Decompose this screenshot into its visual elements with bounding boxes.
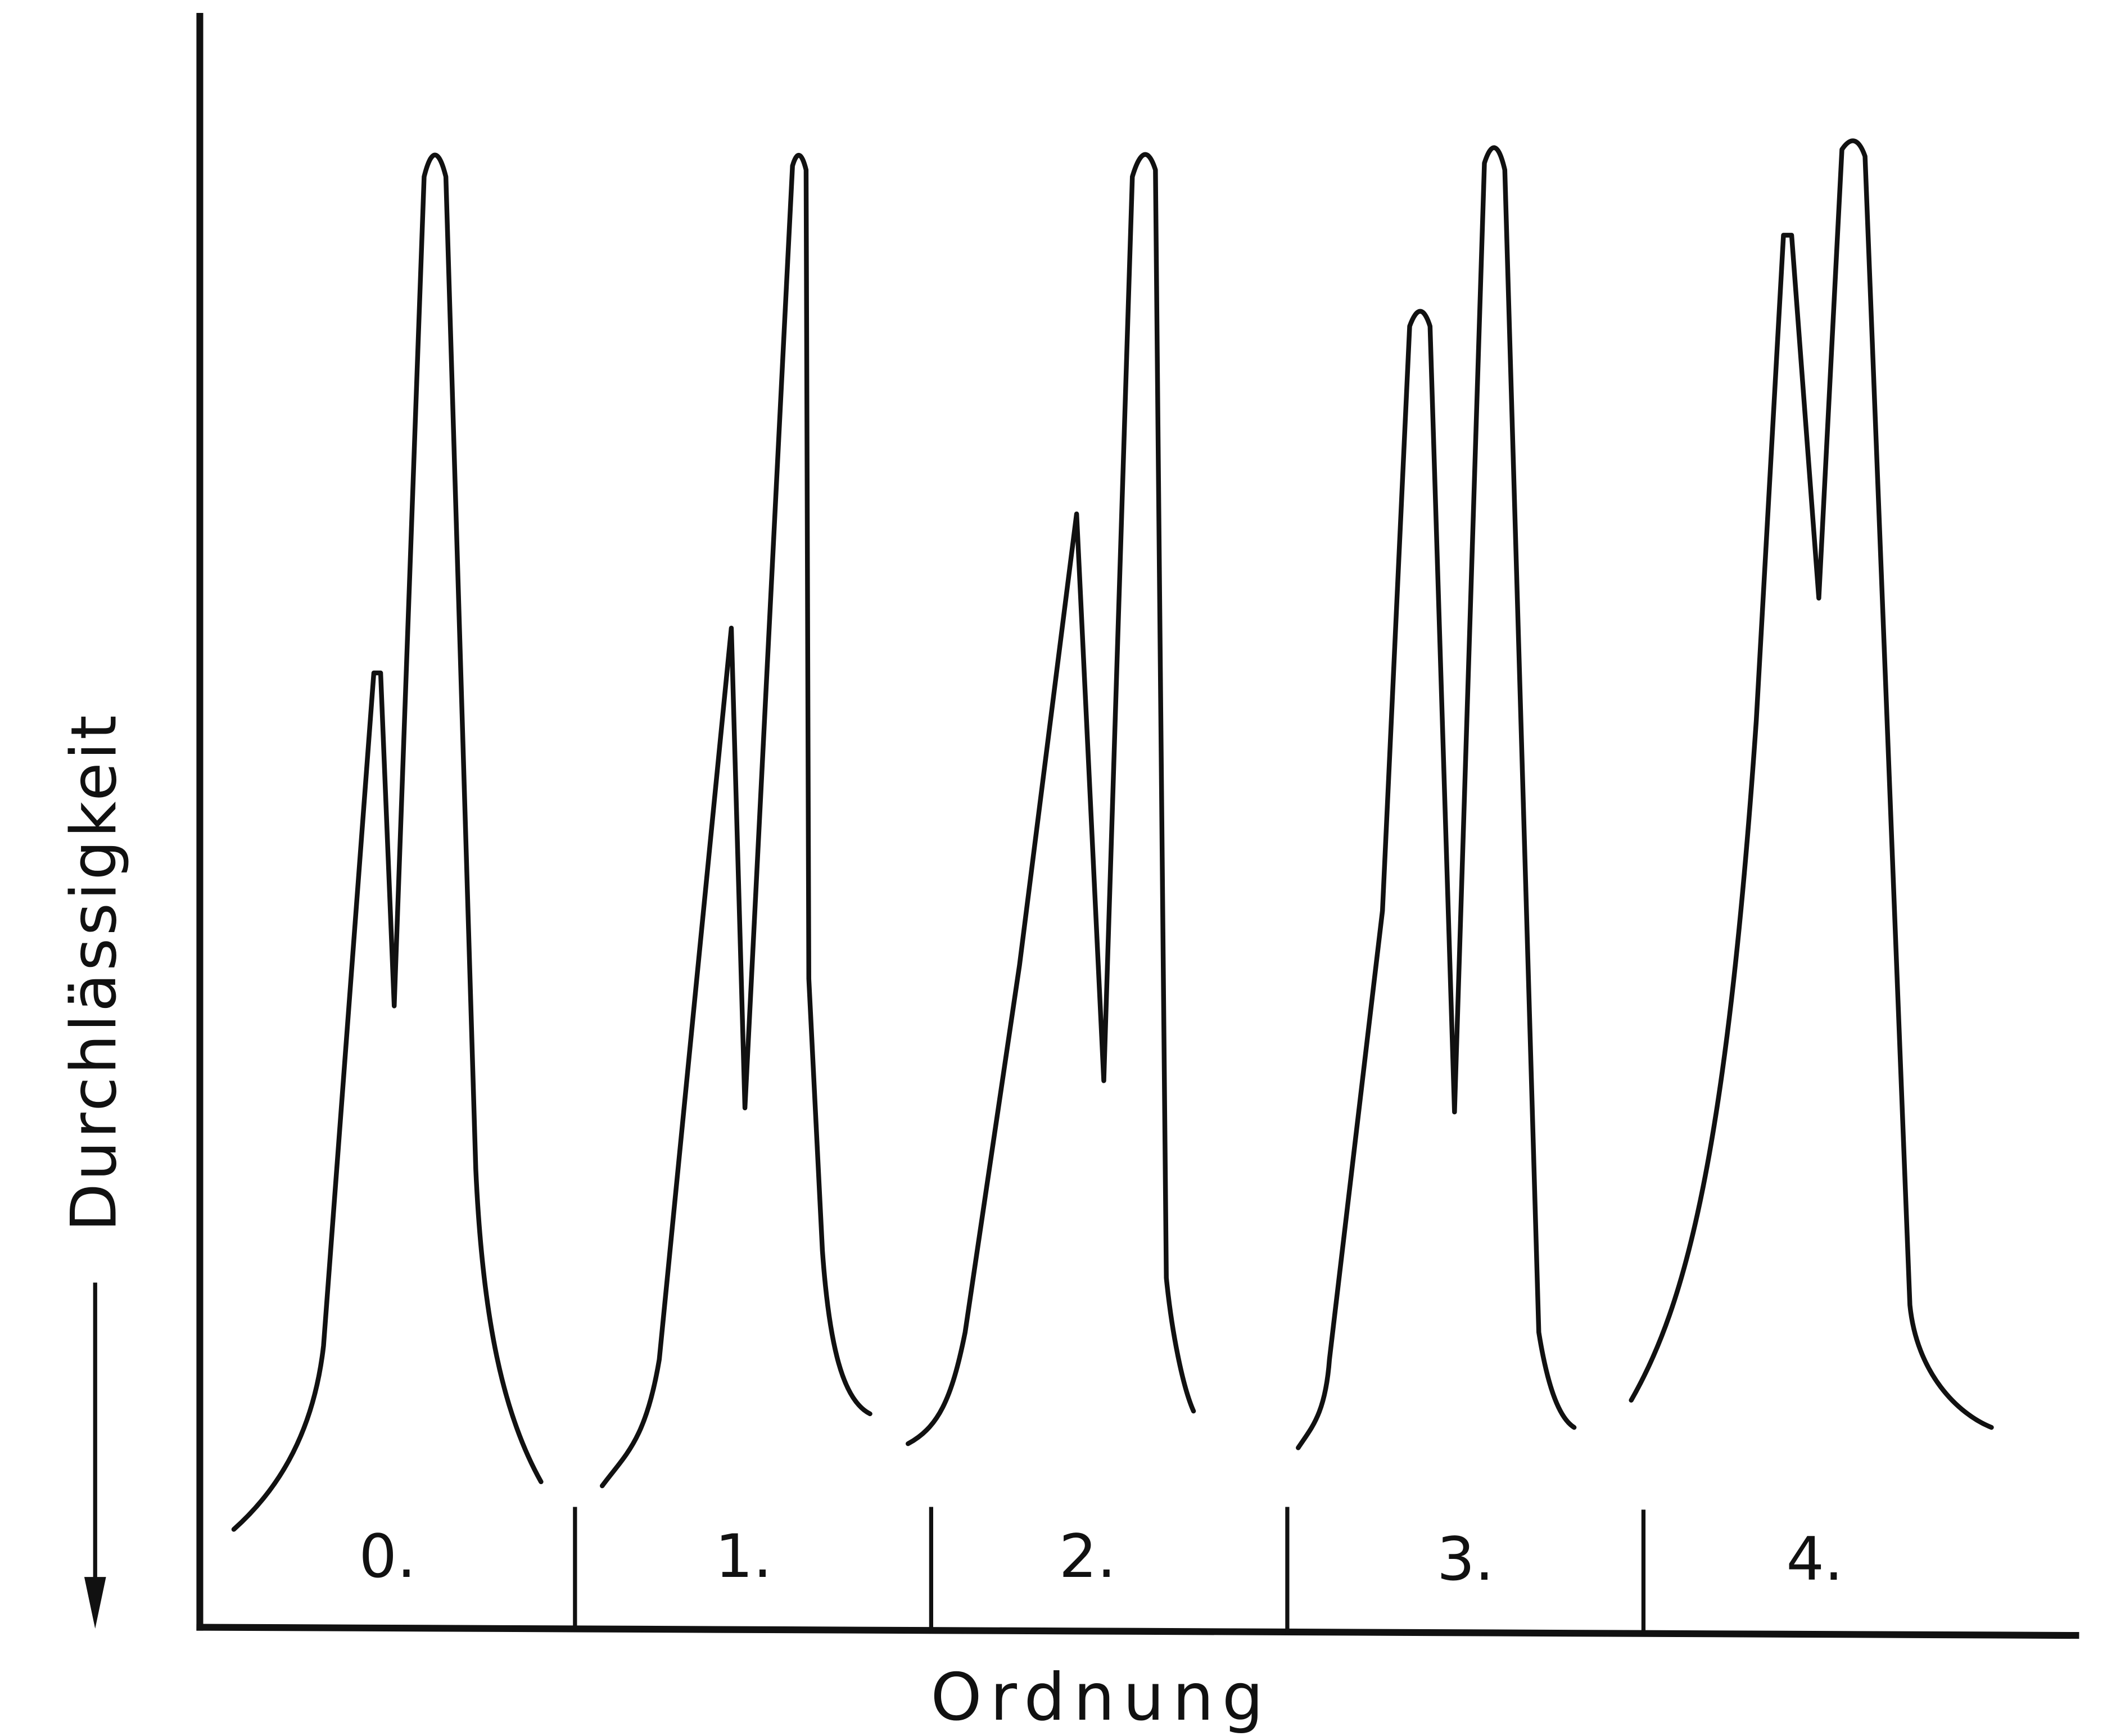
- peak-curve: [1296, 145, 1577, 1450]
- order-label: 3.: [1437, 1525, 1494, 1594]
- order-label: 4.: [1786, 1525, 1843, 1594]
- peak-curve: [1629, 138, 1994, 1430]
- x-axis: [196, 1624, 2079, 1639]
- peak-curve: [231, 152, 544, 1532]
- peak-curve: [906, 152, 1196, 1446]
- order-label: 2.: [1059, 1522, 1116, 1592]
- order-labels: 0. 1. 2. 3. 4.: [359, 1522, 1843, 1594]
- order-dividers: [573, 1507, 1646, 1635]
- curves: [231, 138, 1994, 1532]
- order-label: 1.: [715, 1522, 772, 1592]
- peak-curve: [599, 152, 872, 1489]
- x-axis-label: Ordnung: [930, 1660, 1272, 1735]
- y-arrow: [84, 1282, 106, 1629]
- arrow-head: [84, 1577, 106, 1629]
- order-label: 0.: [359, 1522, 415, 1592]
- y-axis-label: Durchlässigkeit: [58, 712, 131, 1231]
